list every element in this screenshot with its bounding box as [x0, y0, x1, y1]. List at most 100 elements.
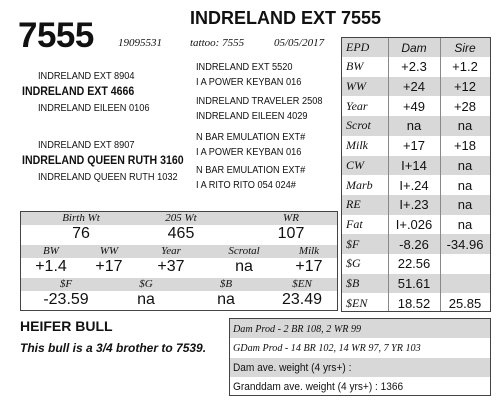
- calf-epd-label: Scrotal: [228, 245, 260, 257]
- pedigree-sire-sire: INDRELAND EXT 8904: [38, 71, 135, 82]
- pedigree-sire: INDRELAND EXT 4666: [22, 86, 135, 98]
- epd-label: Milk: [346, 138, 368, 153]
- epd-label: WW: [346, 79, 366, 94]
- weight-label: Birth Wt: [62, 212, 100, 224]
- gdam-weight-row: Granddam ave. weight (4 yrs+) : 1366: [230, 377, 490, 396]
- calf-note: This bull is a 3/4 brother to 7539.: [20, 341, 207, 355]
- epd-dam-value: I+.026: [395, 216, 433, 232]
- epd-label: $F: [346, 236, 360, 251]
- dam-prod: Dam Prod - 2 BR 108, 2 WR 99: [233, 322, 362, 335]
- weight-value: 107: [277, 225, 305, 242]
- pedigree-dam-dam-sire: N BAR EMULATION EXT#: [196, 165, 306, 176]
- epd-dam-value: I+14: [401, 157, 427, 173]
- lot-number: 7555: [18, 16, 94, 55]
- tattoo: tattoo: 7555: [190, 37, 245, 49]
- epd-row: CW I+14 na: [342, 155, 490, 176]
- calf-index-value: -23.59: [43, 291, 89, 308]
- calf-index-label: $EN: [292, 278, 312, 290]
- pedigree-sire-sire-sire: INDRELAND EXT 5520: [196, 62, 293, 73]
- calf-index-label: $G: [139, 278, 153, 290]
- pedigree-dam-dam: INDRELAND QUEEN RUTH 1032: [38, 172, 178, 183]
- pedigree-dam-sire: INDRELAND EXT 8907: [38, 140, 135, 151]
- epd-sire-value: na: [457, 216, 473, 232]
- epd-dam-value: 18.52: [397, 295, 431, 311]
- calf-index-header: $F $G $B $EN: [21, 278, 337, 291]
- epd-sire-value: +12: [453, 79, 477, 95]
- epd-dam-value: 22.56: [397, 256, 431, 272]
- pedigree-sire-sire-dam: I A POWER KEYBAN 016: [196, 77, 302, 88]
- epd-sire-value: 25.85: [448, 295, 482, 311]
- epd-label: Year: [346, 98, 368, 113]
- epd-row: $G 22.56: [342, 254, 490, 274]
- epd-sire-value: na: [457, 177, 473, 193]
- calf-type: HEIFER BULL: [20, 318, 113, 334]
- epd-dam-value: +2.3: [401, 59, 427, 75]
- epd-dam-value: I+.23: [399, 197, 429, 213]
- epd-divider: [440, 38, 441, 311]
- calf-epd-value: +1.4: [35, 258, 67, 275]
- epd-sire-value: na: [457, 197, 473, 213]
- epd-header-row: EPD Dam Sire: [342, 38, 490, 57]
- epd-dam-value: +24: [402, 79, 426, 95]
- epd-label: $B: [346, 276, 360, 291]
- calf-epd-value: +17: [295, 258, 323, 275]
- epd-dam-value: I+.24: [399, 177, 429, 193]
- birth-date: 05/05/2017: [274, 37, 325, 49]
- weight-label: WR: [283, 212, 299, 224]
- pedigree-dam-sire-dam: I A POWER KEYBAN 016: [196, 147, 302, 158]
- epd-dam-value: 51.61: [397, 276, 431, 292]
- calf-epd-label: Milk: [298, 245, 320, 257]
- epd-label: RE: [346, 197, 361, 212]
- epd-dam-value: +49: [402, 98, 426, 114]
- calf-epd-label: Year: [161, 245, 181, 257]
- pedigree-dam: INDRELAND QUEEN RUTH 3160: [22, 155, 184, 167]
- epd-row: BW +2.3 +1.2: [342, 57, 490, 77]
- epd-row: $B 51.61: [342, 273, 490, 294]
- pedigree-dam-dam-dam: I A RITO RITO 054 024#: [196, 180, 296, 191]
- epd-sire-value: +18: [453, 138, 477, 154]
- epd-label: $G: [346, 256, 361, 271]
- calf-epd-label: BW: [43, 245, 59, 257]
- epd-label: $EN: [346, 295, 368, 310]
- epd-header-dam: Dam: [401, 40, 427, 55]
- epd-row: RE I+.23 na: [342, 194, 490, 215]
- pedigree-sire-dam-dam: INDRELAND EILEEN 4029: [196, 111, 308, 122]
- weight-label: 205 Wt: [165, 212, 197, 224]
- epd-dam-value: -8.26: [399, 236, 429, 252]
- pedigree-sire-dam: INDRELAND EILEEN 0106: [38, 103, 150, 114]
- weights-header: Birth Wt 205 Wt WR: [21, 212, 337, 225]
- epd-sire-value: +28: [453, 98, 477, 114]
- epd-row: Year +49 +28: [342, 96, 490, 116]
- production-box: Dam Prod - 2 BR 108, 2 WR 99 GDam Prod -…: [229, 318, 491, 396]
- epd-label: Scrot: [346, 118, 371, 133]
- pedigree-dam-sire-sire: N BAR EMULATION EXT#: [196, 132, 306, 143]
- epd-table: EPD Dam Sire BW +2.3 +1.2 WW +24 +12 Year +49 +2…: [341, 37, 491, 312]
- epd-row: $EN 18.52 25.85: [342, 293, 490, 313]
- epd-header-label: EPD: [346, 40, 370, 54]
- epd-label: CW: [346, 157, 364, 172]
- calf-epd-value: na: [235, 258, 253, 275]
- calf-index-value: na: [137, 291, 155, 308]
- epd-row: Scrot na na: [342, 116, 490, 136]
- gdam-prod: GDam Prod - 14 BR 102, 14 WR 97, 7 YR 10…: [233, 341, 421, 354]
- epd-sire-value: +1.2: [452, 59, 478, 75]
- calf-index-value: na: [217, 291, 235, 308]
- epd-dam-value: +17: [402, 138, 426, 154]
- epd-label: Marb: [346, 177, 373, 192]
- dam-weight: Dam ave. weight (4 yrs+) :: [233, 361, 352, 374]
- calf-epd-header: BW WW Year Scrotal Milk: [21, 245, 337, 258]
- calf-index-value: 23.49: [281, 291, 323, 308]
- dam-weight-row: Dam ave. weight (4 yrs+) :: [230, 358, 490, 377]
- epd-label: Fat: [346, 216, 363, 231]
- epd-dam-value: na: [406, 118, 422, 134]
- epd-row: Milk +17 +18: [342, 136, 490, 156]
- calf-index-label: $B: [219, 278, 233, 290]
- epd-row: Fat I+.026 na: [342, 215, 490, 235]
- registration-number: 19095531: [118, 37, 162, 49]
- weight-value: 465: [167, 225, 195, 242]
- calf-index-label: $F: [59, 278, 73, 290]
- pedigree-sire-dam-sire: INDRELAND TRAVELER 2508: [196, 96, 323, 107]
- epd-header-sire: Sire: [454, 40, 476, 55]
- dam-prod-row: Dam Prod - 2 BR 108, 2 WR 99: [230, 319, 490, 338]
- epd-row: Marb I+.24 na: [342, 175, 490, 195]
